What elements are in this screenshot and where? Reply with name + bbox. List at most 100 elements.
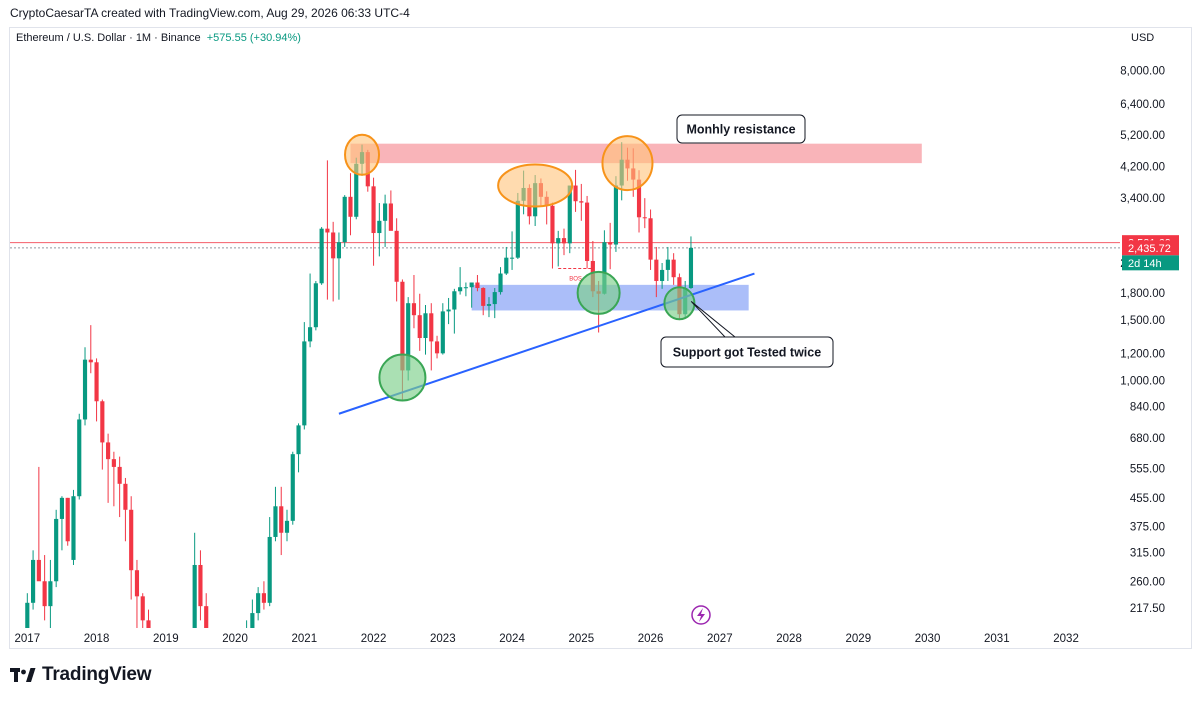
candle-body [388,203,393,231]
candle-body [284,520,290,533]
candle-body [192,564,197,628]
candle-body [446,309,451,312]
candle-body [290,454,295,521]
candle-body [302,341,307,426]
y-tick-label: 1,500.00 [1120,315,1165,327]
candle-body [377,220,382,234]
candle-body [550,205,555,244]
candle-body [556,238,561,244]
candle-body [636,179,642,218]
y-tick-label: 680.00 [1130,433,1165,445]
price-tag-bg [1122,255,1179,271]
x-tick-label: 2027 [707,633,733,645]
x-tick-label: 2024 [499,633,525,645]
candle-body [77,419,82,497]
candle-body [36,559,41,582]
candle-body [117,466,122,484]
y-tick-label: 315.00 [1130,548,1165,560]
candle-body [561,238,567,244]
x-tick-label: 2018 [84,633,110,645]
x-tick-label: 2023 [430,633,456,645]
y-tick-label: 5,200.00 [1120,130,1165,142]
candle-body [187,636,191,654]
resistance-callout-box [676,114,806,144]
resistance-callout-text: Monhly resistance [686,123,795,137]
x-tick-label: 2032 [1053,633,1079,645]
candle-body [394,230,399,282]
footer-brand: TradingView [10,664,152,686]
candle-body [134,570,140,597]
candle-body [129,509,134,571]
candle-body [256,593,261,614]
candle-body [273,506,278,537]
candle-body [567,185,572,244]
x-tick-label: 2025 [569,633,595,645]
candle-body [654,259,659,281]
candle-body [463,287,468,289]
x-tick-label: 2017 [15,633,41,645]
y-tick-label: 455.00 [1130,493,1165,505]
candle-body [94,362,99,402]
candle-body [354,163,359,217]
candle-body [71,496,76,560]
candle-body [383,203,388,221]
candle-body [348,196,353,217]
y-tick-label: 217.50 [1130,603,1165,615]
candle-body [111,459,116,467]
y-tick-label: 840.00 [1130,401,1165,413]
y-tick-label: 8,000.00 [1120,66,1165,78]
candle-body [671,259,676,278]
candle-body [660,269,665,281]
x-tick-label: 2019 [153,633,179,645]
candle-body [267,536,272,603]
candle-body [475,282,480,289]
support-test-1-highlight [576,270,621,315]
attribution-header: CryptoCaesarTA created with TradingView.… [10,6,410,20]
candle-body [59,497,65,519]
lightning-bolt-icon [697,608,705,622]
price-change: +575.55 (+30.94%) [206,32,301,44]
candle-body [688,247,694,289]
candle-body [48,581,53,607]
candle-body [400,281,405,371]
y-tick-label: 1,000.00 [1120,376,1165,388]
candles-group [25,142,694,654]
candle-body [648,218,653,260]
y-tick-label: 555.00 [1130,463,1165,475]
low-2022-highlight [378,353,427,402]
candle-body [31,559,36,603]
price-tag-bg [1122,240,1179,256]
candle-body [250,613,255,628]
candle-body [642,217,647,219]
candle-body [509,257,515,259]
y-tick-label: 1,200.00 [1120,348,1165,360]
candle-body [342,196,347,243]
candle-body [319,228,324,284]
candle-body [429,313,434,342]
x-tick-label: 2029 [846,633,872,645]
y-tick-label: 260.00 [1130,576,1165,588]
symbol-name: Ethereum / U.S. Dollar · 1M · Binance [16,32,201,44]
top-2024-highlight [497,163,574,208]
candle-body [434,341,440,354]
candle-body [573,185,578,202]
candle-body [371,186,376,234]
x-tick-label: 2021 [292,633,318,645]
x-tick-label: 2030 [915,633,941,645]
support-callout-box [660,336,834,368]
candle-body [608,242,613,245]
candle-body [296,425,301,455]
candle-body [411,303,417,316]
price-tag-label: 2,435.72 [1128,243,1171,255]
y-tick-label: 4,200.00 [1120,162,1165,174]
candle-body [82,359,88,420]
candle-body [331,232,336,259]
candle-body [504,257,509,274]
support-test-2-highlight [663,286,696,321]
candle-body [336,242,342,259]
x-tick-label: 2031 [984,633,1010,645]
y-tick-label: 6,400.00 [1120,99,1165,111]
candle-body [406,303,411,371]
candle-body [458,287,463,292]
